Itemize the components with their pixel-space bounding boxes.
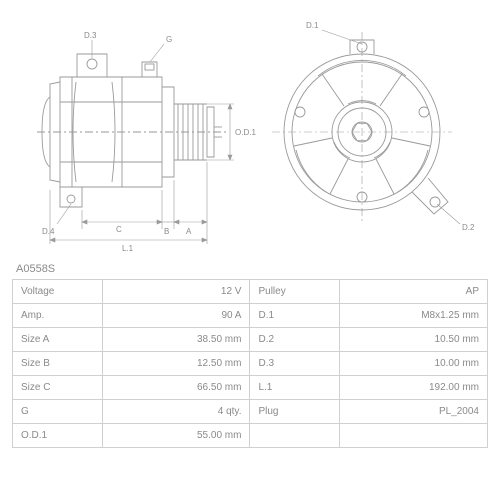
label-g: G: [166, 35, 172, 44]
spec-label: D.3: [250, 352, 340, 376]
technical-diagram: D.3 G D.4 C B A L.1 O.D.1: [12, 12, 488, 257]
label-d2: D.2: [462, 223, 475, 232]
spec-value: [340, 424, 488, 448]
table-row: Size C66.50 mmL.1192.00 mm: [13, 376, 488, 400]
spec-label: Pulley: [250, 280, 340, 304]
spec-label: Plug: [250, 400, 340, 424]
spec-value: PL_2004: [340, 400, 488, 424]
spec-label: O.D.1: [13, 424, 103, 448]
spec-value: 192.00 mm: [340, 376, 488, 400]
spec-label: L.1: [250, 376, 340, 400]
spec-value: 90 A: [102, 304, 250, 328]
label-c: C: [116, 225, 122, 234]
label-od1: O.D.1: [235, 128, 256, 137]
spec-label: Size A: [13, 328, 103, 352]
table-row: Voltage12 VPulleyAP: [13, 280, 488, 304]
table-row: Amp.90 AD.1M8x1.25 mm: [13, 304, 488, 328]
label-d1: D.1: [306, 21, 319, 30]
table-row: Size B12.50 mmD.310.00 mm: [13, 352, 488, 376]
spec-label: G: [13, 400, 103, 424]
label-a: A: [186, 227, 192, 236]
spec-value: 38.50 mm: [102, 328, 250, 352]
spec-value: 66.50 mm: [102, 376, 250, 400]
spec-value: 4 qty.: [102, 400, 250, 424]
spec-table: Voltage12 VPulleyAPAmp.90 AD.1M8x1.25 mm…: [12, 279, 488, 448]
spec-value: 55.00 mm: [102, 424, 250, 448]
spec-value: 12 V: [102, 280, 250, 304]
table-row: G4 qty.PlugPL_2004: [13, 400, 488, 424]
spec-value: 12.50 mm: [102, 352, 250, 376]
part-number: A0558S: [16, 263, 488, 275]
label-d4: D.4: [42, 227, 55, 236]
spec-label: Amp.: [13, 304, 103, 328]
spec-label: Size B: [13, 352, 103, 376]
spec-label: Size C: [13, 376, 103, 400]
spec-label: Voltage: [13, 280, 103, 304]
spec-value: AP: [340, 280, 488, 304]
table-row: Size A38.50 mmD.210.50 mm: [13, 328, 488, 352]
spec-value: 10.50 mm: [340, 328, 488, 352]
spec-value: 10.00 mm: [340, 352, 488, 376]
label-l1: L.1: [122, 244, 134, 253]
label-b: B: [164, 227, 169, 236]
spec-value: M8x1.25 mm: [340, 304, 488, 328]
spec-label: D.2: [250, 328, 340, 352]
label-d3: D.3: [84, 31, 97, 40]
table-row: O.D.155.00 mm: [13, 424, 488, 448]
spec-label: [250, 424, 340, 448]
spec-label: D.1: [250, 304, 340, 328]
